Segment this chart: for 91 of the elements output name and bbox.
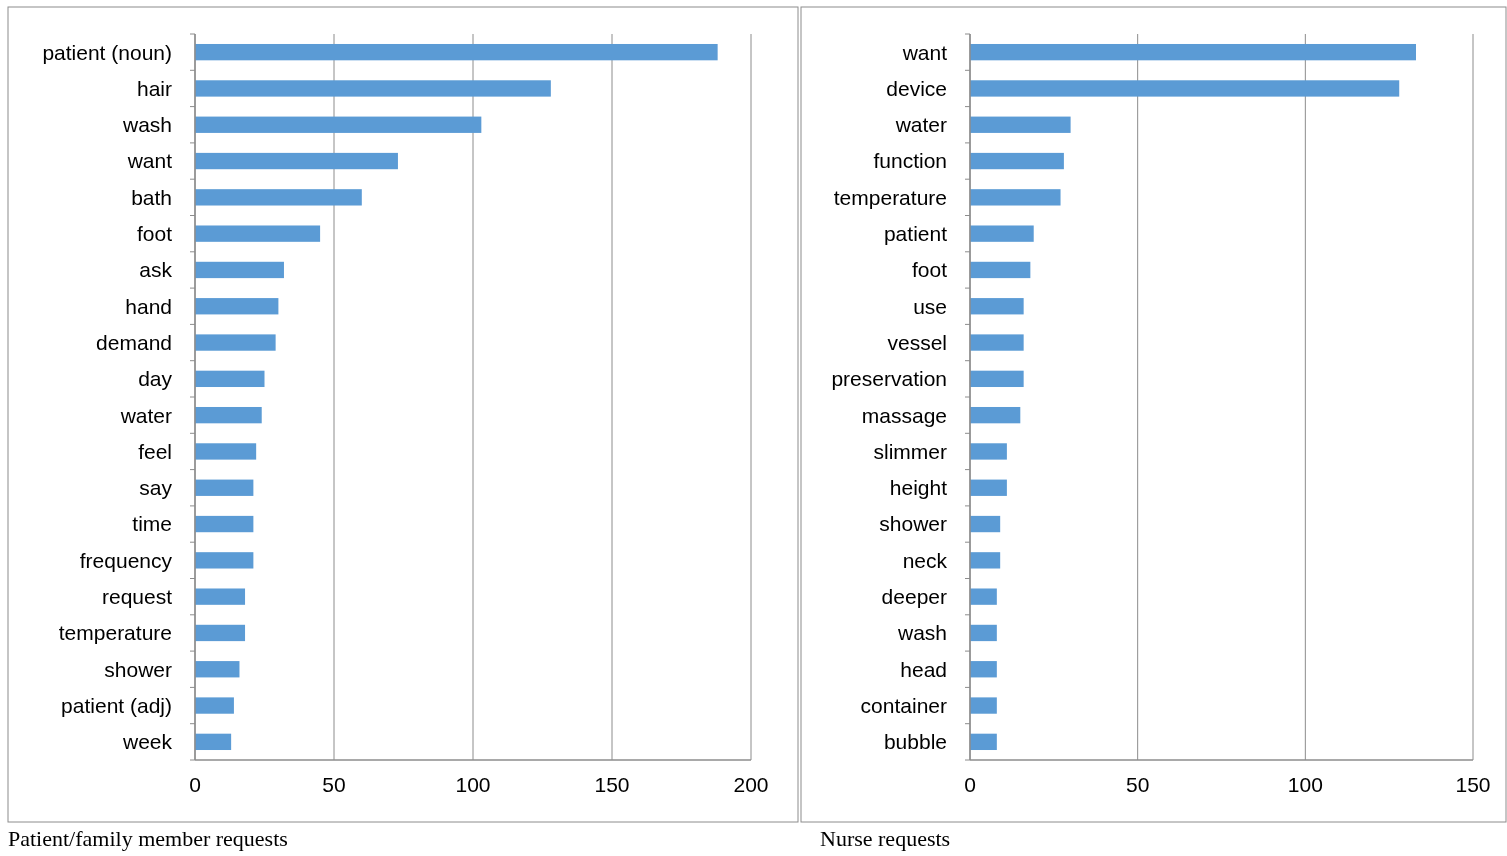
x-tick-label: 0 <box>964 773 976 796</box>
y-tick-label: bath <box>131 185 172 209</box>
bar <box>970 515 1001 533</box>
y-tick-label: want <box>901 40 948 64</box>
bar <box>195 80 551 97</box>
y-tick-label: hair <box>136 76 172 100</box>
y-tick-label: feel <box>138 439 172 463</box>
bar <box>970 116 1071 133</box>
y-tick-label: say <box>139 476 173 500</box>
y-tick-label: massage <box>861 403 947 427</box>
bar <box>970 189 1061 206</box>
y-tick-label: temperature <box>833 185 947 209</box>
y-tick-label: head <box>900 657 947 681</box>
bar <box>195 515 254 533</box>
bar <box>970 80 1400 97</box>
bar <box>195 189 362 206</box>
y-tick-label: slimmer <box>873 439 947 463</box>
bar <box>970 661 997 678</box>
text: Nurse requests <box>820 826 951 851</box>
y-tick-label: use <box>913 294 947 318</box>
bar <box>195 116 482 133</box>
x-tick-label: 50 <box>322 773 346 796</box>
bar <box>195 334 276 351</box>
y-tick-label: deeper <box>881 585 948 608</box>
bar <box>195 733 232 751</box>
y-tick-label: water <box>894 113 947 137</box>
bar <box>195 588 246 605</box>
bar <box>970 733 997 751</box>
y-tick-label: function <box>873 149 947 173</box>
x-tick-label: 150 <box>594 773 630 796</box>
bar <box>195 152 398 170</box>
y-tick-label: time <box>132 512 172 536</box>
bar <box>195 697 234 714</box>
y-tick-label: foot <box>136 222 173 245</box>
y-tick-label: ask <box>139 258 173 282</box>
x-tick-label: 200 <box>733 773 769 796</box>
bar <box>970 152 1064 170</box>
bar <box>970 552 1001 569</box>
y-tick-label: wash <box>121 113 172 137</box>
y-tick-label: frequency <box>79 548 173 572</box>
y-tick-label: wash <box>896 621 947 645</box>
x-tick-label: 0 <box>189 773 201 796</box>
bar <box>970 298 1024 315</box>
bar <box>195 443 257 460</box>
y-tick-label: hand <box>125 294 172 318</box>
x-tick-label: 50 <box>1125 773 1150 796</box>
x-tick-label: 100 <box>455 773 491 796</box>
bar <box>195 43 718 61</box>
bar <box>970 479 1007 496</box>
x-tick-label: 150 <box>1455 773 1491 796</box>
y-tick-label: patient <box>883 222 948 245</box>
y-tick-label: want <box>126 149 173 173</box>
y-tick-label: height <box>889 476 948 500</box>
y-tick-label: bubble <box>883 730 947 754</box>
x-tick-label: 100 <box>1287 773 1323 796</box>
y-tick-label: vessel <box>887 330 947 354</box>
bar <box>970 406 1021 424</box>
y-tick-label: request <box>101 585 173 608</box>
y-tick-label: week <box>121 730 173 754</box>
y-tick-label: shower <box>879 512 947 536</box>
bar <box>195 225 321 242</box>
y-tick-label: foot <box>911 258 948 282</box>
y-tick-label: patient (adj) <box>61 693 172 717</box>
bar <box>970 334 1024 351</box>
y-tick-label: demand <box>96 330 172 354</box>
bar <box>970 225 1034 242</box>
bar <box>970 697 997 714</box>
bar <box>195 624 246 642</box>
bar <box>195 261 284 279</box>
bar <box>195 406 262 424</box>
bar <box>195 298 279 315</box>
y-tick-label: temperature <box>58 621 172 645</box>
bar <box>970 588 997 605</box>
bar <box>195 661 240 678</box>
y-tick-label: device <box>886 76 947 100</box>
bar <box>970 370 1024 388</box>
y-tick-label: neck <box>902 548 948 572</box>
y-tick-label: shower <box>104 657 172 681</box>
bar <box>970 43 1416 61</box>
bar <box>195 479 254 496</box>
bar <box>195 552 254 569</box>
y-tick-label: day <box>138 367 173 391</box>
bar <box>970 443 1007 460</box>
bar <box>970 624 997 642</box>
text: Patient/family member requests <box>8 826 288 851</box>
bar <box>970 261 1031 279</box>
y-tick-label: container <box>860 693 948 717</box>
y-tick-label: preservation <box>831 367 947 391</box>
y-tick-label: water <box>119 403 172 427</box>
bar <box>195 370 265 388</box>
y-tick-label: patient (noun) <box>42 40 172 64</box>
